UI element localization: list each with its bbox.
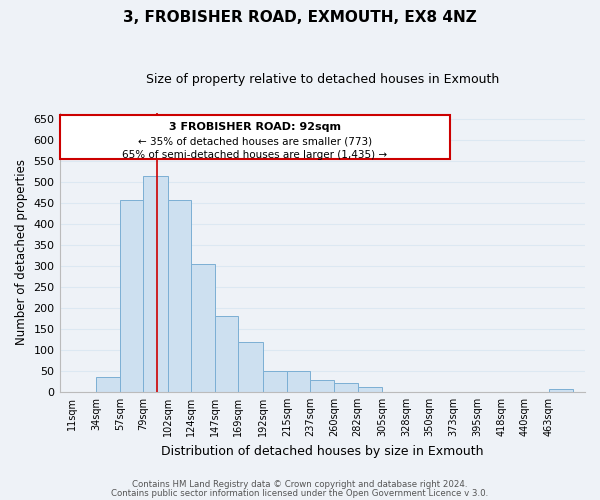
Bar <box>358 387 382 392</box>
Bar <box>215 316 238 392</box>
Bar <box>310 380 334 392</box>
Bar <box>548 388 573 392</box>
Bar <box>238 342 263 392</box>
Bar <box>167 200 191 392</box>
Y-axis label: Number of detached properties: Number of detached properties <box>15 160 28 346</box>
Bar <box>191 264 215 392</box>
X-axis label: Distribution of detached houses by size in Exmouth: Distribution of detached houses by size … <box>161 444 484 458</box>
Text: ← 35% of detached houses are smaller (773): ← 35% of detached houses are smaller (77… <box>138 136 372 146</box>
Bar <box>287 371 310 392</box>
Text: Contains HM Land Registry data © Crown copyright and database right 2024.: Contains HM Land Registry data © Crown c… <box>132 480 468 489</box>
Bar <box>334 382 358 392</box>
Bar <box>263 371 287 392</box>
Bar <box>143 176 167 392</box>
Title: Size of property relative to detached houses in Exmouth: Size of property relative to detached ho… <box>146 72 499 86</box>
Bar <box>96 378 120 392</box>
Text: Contains public sector information licensed under the Open Government Licence v : Contains public sector information licen… <box>112 488 488 498</box>
Bar <box>120 200 143 392</box>
FancyBboxPatch shape <box>59 115 451 159</box>
Text: 3, FROBISHER ROAD, EXMOUTH, EX8 4NZ: 3, FROBISHER ROAD, EXMOUTH, EX8 4NZ <box>123 10 477 25</box>
Text: 65% of semi-detached houses are larger (1,435) →: 65% of semi-detached houses are larger (… <box>122 150 388 160</box>
Text: 3 FROBISHER ROAD: 92sqm: 3 FROBISHER ROAD: 92sqm <box>169 122 341 132</box>
